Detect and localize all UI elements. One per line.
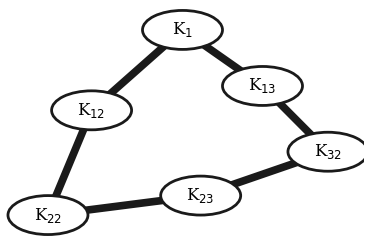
Text: K$_1$: K$_1$ [172,20,193,39]
Text: K$_{22}$: K$_{22}$ [34,206,62,225]
Text: K$_{13}$: K$_{13}$ [248,76,277,96]
Text: K$_{12}$: K$_{12}$ [77,101,106,120]
Ellipse shape [161,176,241,215]
Text: K$_{32}$: K$_{32}$ [314,142,342,161]
Ellipse shape [8,196,88,234]
Ellipse shape [142,11,223,49]
Ellipse shape [51,91,132,130]
Ellipse shape [223,66,303,105]
Ellipse shape [288,132,365,171]
Text: K$_{23}$: K$_{23}$ [187,186,215,205]
